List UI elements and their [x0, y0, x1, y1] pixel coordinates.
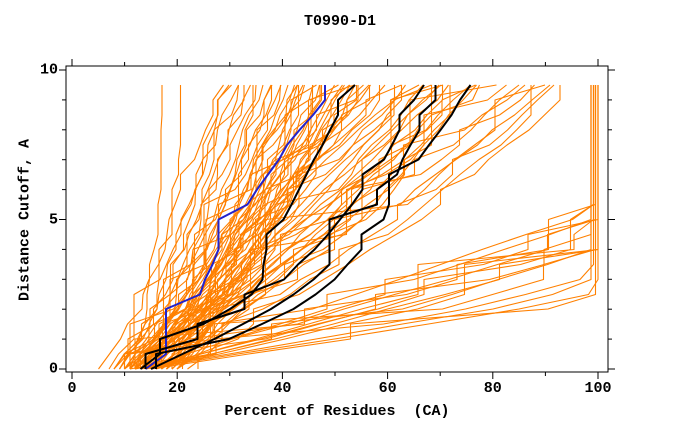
- x-tick-label: 0: [67, 380, 77, 397]
- model-curve-orange: [145, 85, 403, 370]
- model-curve-orange: [145, 85, 592, 370]
- model-curve-orange: [176, 84, 477, 370]
- model-curve-orange: [124, 84, 497, 370]
- model-curve-black: [155, 84, 472, 369]
- model-curve-orange: [124, 84, 251, 370]
- model-curve-orange: [134, 85, 396, 370]
- model-curve-orange: [161, 84, 444, 370]
- model-curve-orange: [140, 84, 282, 370]
- x-tick-label: 40: [273, 380, 292, 397]
- model-curve-orange: [113, 84, 370, 370]
- model-curve-orange: [176, 84, 555, 370]
- model-curve-orange: [171, 84, 471, 370]
- x-axis-label: Percent of Residues (CA): [224, 403, 450, 420]
- model-curve-orange: [145, 84, 526, 370]
- model-curve-orange: [144, 84, 314, 369]
- model-curve-orange: [123, 84, 386, 369]
- model-curve-orange: [129, 84, 402, 369]
- model-curve-orange: [113, 84, 239, 370]
- y-tick-label: 5: [48, 211, 58, 228]
- x-tick-label: 60: [378, 380, 397, 397]
- x-tick-label: 80: [483, 380, 502, 397]
- model-curve-orange: [145, 85, 599, 370]
- model-curve-orange: [134, 84, 507, 370]
- model-curve-orange: [119, 85, 245, 370]
- plot-title: T0990-D1: [303, 13, 376, 30]
- model-curve-orange: [140, 84, 406, 370]
- model-curve-orange: [140, 85, 592, 370]
- model-curve-orange: [129, 85, 163, 370]
- model-curve-orange: [150, 85, 597, 370]
- model-curve-orange: [134, 85, 595, 370]
- x-tick-label: 100: [584, 380, 612, 397]
- model-curve-orange: [140, 84, 520, 370]
- model-curve-orange: [113, 84, 232, 370]
- x-tick-label: 20: [168, 380, 187, 397]
- model-curve-blue: [144, 85, 326, 370]
- model-curve-orange: [108, 84, 230, 370]
- y-axis-label: Distance Cutoff, A: [16, 138, 34, 302]
- model-curve-orange: [129, 85, 371, 370]
- model-curve-orange: [134, 85, 381, 370]
- y-tick-label: 0: [48, 360, 58, 378]
- model-curve-orange: [98, 84, 224, 370]
- y-tick-label: 10: [39, 61, 58, 79]
- model-curve-orange: [124, 84, 371, 370]
- model-curve-black: [144, 84, 425, 369]
- model-curve-black: [150, 85, 437, 370]
